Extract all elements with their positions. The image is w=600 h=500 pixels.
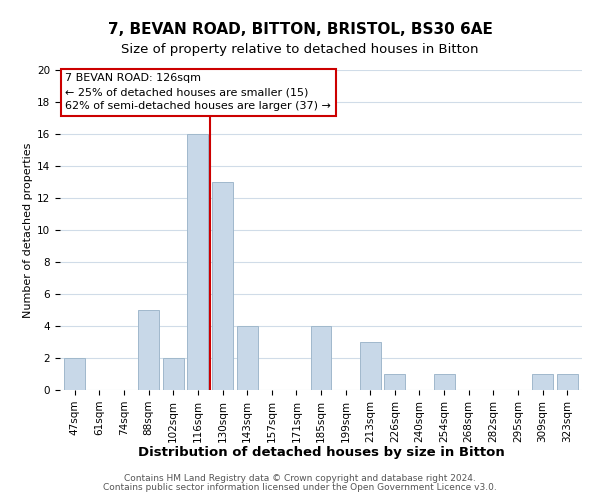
Text: Contains HM Land Registry data © Crown copyright and database right 2024.: Contains HM Land Registry data © Crown c… (124, 474, 476, 483)
Bar (532, 374, 553, 390)
Bar (187, 134, 208, 390)
Bar (360, 342, 381, 390)
Text: Size of property relative to detached houses in Bitton: Size of property relative to detached ho… (121, 44, 479, 57)
X-axis label: Distribution of detached houses by size in Bitton: Distribution of detached houses by size … (137, 446, 505, 459)
Bar (163, 358, 184, 390)
Bar (212, 182, 233, 390)
Bar (434, 374, 455, 390)
Bar (385, 374, 406, 390)
Y-axis label: Number of detached properties: Number of detached properties (23, 142, 33, 318)
Bar (236, 326, 257, 390)
Bar (557, 374, 578, 390)
Bar (64, 358, 85, 390)
Text: 7 BEVAN ROAD: 126sqm
← 25% of detached houses are smaller (15)
62% of semi-detac: 7 BEVAN ROAD: 126sqm ← 25% of detached h… (65, 73, 331, 111)
Bar (311, 326, 331, 390)
Text: 7, BEVAN ROAD, BITTON, BRISTOL, BS30 6AE: 7, BEVAN ROAD, BITTON, BRISTOL, BS30 6AE (107, 22, 493, 38)
Bar (138, 310, 159, 390)
Text: Contains public sector information licensed under the Open Government Licence v3: Contains public sector information licen… (103, 484, 497, 492)
